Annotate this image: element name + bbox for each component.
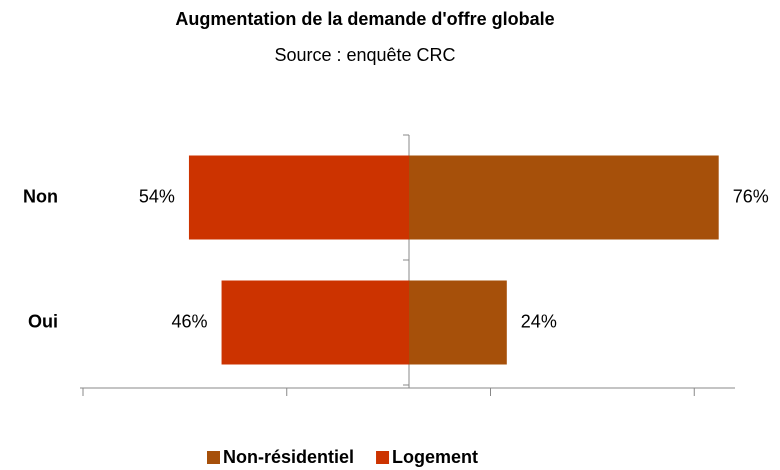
y-tick-label: Non <box>23 186 58 206</box>
bar <box>221 280 409 365</box>
data-label: 76% <box>733 186 769 206</box>
chart-title: Augmentation de la demande d'offre globa… <box>175 9 554 29</box>
y-tick-label: Oui <box>28 311 58 331</box>
data-label: 54% <box>139 186 175 206</box>
bar <box>409 155 719 240</box>
data-label: 46% <box>172 311 208 331</box>
legend-swatch <box>207 451 220 464</box>
data-label: 24% <box>521 311 557 331</box>
bar <box>409 280 507 365</box>
bar <box>188 155 409 240</box>
chart-subtitle: Source : enquête CRC <box>274 45 455 65</box>
legend-swatch <box>376 451 390 464</box>
legend-label: Logement <box>392 447 478 467</box>
legend-label: Non-résidentiel <box>223 447 354 467</box>
